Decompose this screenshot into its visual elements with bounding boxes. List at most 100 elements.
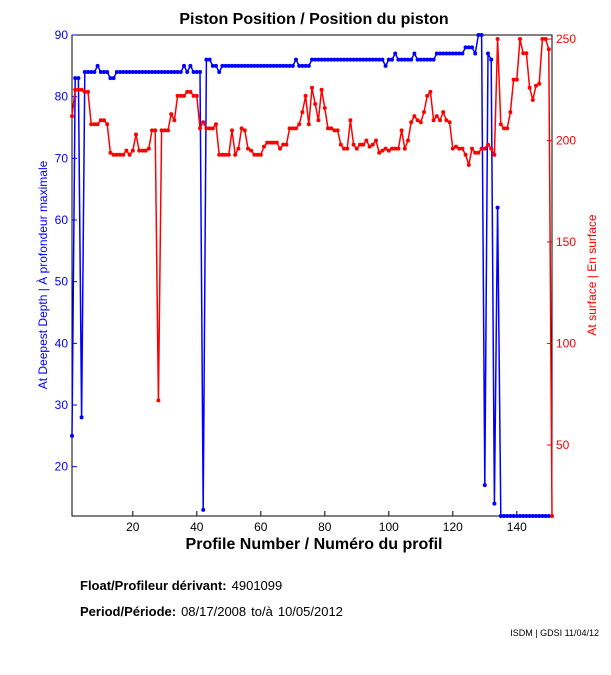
deepest-depth-point (342, 57, 346, 62)
surface-point (274, 140, 279, 145)
deepest-depth-point (418, 57, 423, 62)
surface-point (438, 118, 442, 123)
surface-point (290, 126, 295, 131)
deepest-depth-point (89, 70, 94, 74)
surface-point (156, 398, 161, 403)
period-label: Period/Période: (80, 604, 177, 619)
x-tick-label: 100 (379, 520, 399, 534)
deepest-depth-point (162, 70, 167, 74)
deepest-depth-point (514, 514, 519, 518)
deepest-depth-point (508, 514, 513, 518)
deepest-depth-point (361, 57, 366, 62)
surface-point (524, 51, 529, 56)
deepest-depth-point (82, 70, 87, 74)
surface-point (518, 37, 522, 42)
deepest-depth-point (479, 33, 484, 37)
plot-frame (71, 34, 553, 517)
surface-point (239, 126, 244, 131)
deepest-depth-point (284, 63, 289, 68)
deepest-depth-point (262, 63, 266, 68)
surface-point (502, 126, 506, 131)
surface-point (319, 87, 324, 92)
deepest-depth-point (466, 45, 471, 50)
x-tick-label: 140 (507, 520, 527, 534)
deepest-depth-point (486, 51, 490, 56)
surface-point (236, 146, 241, 151)
deepest-depth-point (460, 51, 465, 56)
deepest-depth-point (402, 57, 407, 62)
deepest-depth-point (258, 63, 263, 68)
deepest-depth-point (351, 57, 356, 62)
surface-point (377, 150, 382, 155)
float-label: Float/Profileur dérivant: (80, 578, 227, 593)
deepest-depth-point (380, 57, 385, 62)
surface-point (399, 128, 404, 133)
surface-point (130, 148, 135, 153)
deepest-depth-point (530, 514, 535, 518)
surface-point (498, 122, 503, 127)
surface-point (284, 142, 289, 147)
deepest-depth-point (210, 63, 215, 68)
surface-point (178, 93, 183, 98)
surface-point (332, 128, 337, 133)
surface-point (527, 85, 532, 90)
surface-point (543, 37, 548, 42)
deepest-depth-point (470, 45, 474, 50)
surface-point (540, 37, 545, 42)
deepest-depth-point (505, 514, 510, 518)
deepest-depth-point (306, 63, 311, 68)
deepest-depth-point (242, 63, 247, 68)
surface-point (511, 77, 516, 82)
surface-point (447, 120, 452, 125)
surface-point (489, 146, 494, 151)
deepest-depth-point (204, 57, 209, 62)
deepest-depth-point (345, 57, 350, 62)
deepest-depth-point (546, 514, 551, 518)
surface-point (281, 142, 286, 147)
surface-point (345, 146, 350, 151)
surface-point (322, 106, 327, 111)
surface-point (514, 77, 519, 82)
surface-point (476, 150, 481, 155)
deepest-depth-point (415, 57, 420, 62)
surface-point (454, 144, 458, 149)
deepest-depth-point (105, 70, 110, 74)
surface-point (252, 152, 257, 157)
deepest-depth-point (326, 57, 330, 62)
surface-point (108, 150, 113, 155)
right-y-axis: 50 100 150 200 250 (547, 32, 576, 452)
surface-point (470, 146, 474, 151)
deepest-depth-point (495, 205, 500, 210)
period-separator: to/à (251, 604, 273, 619)
surface-point (364, 138, 369, 143)
deepest-depth-point (98, 70, 103, 74)
deepest-depth-point (364, 57, 369, 62)
surface-point (249, 148, 254, 153)
surface-point (415, 118, 420, 123)
surface-point (380, 148, 385, 153)
surface-point (114, 152, 119, 157)
surface-point (457, 146, 462, 151)
period-info: Period/Période: 08/17/2008 to/à 10/05/2012 (80, 604, 343, 619)
surface-point (329, 126, 334, 131)
deepest-depth-point (201, 507, 206, 512)
surface-point (268, 140, 273, 145)
surface-point (396, 146, 401, 151)
deepest-depth-point (156, 70, 161, 74)
right-tick-label: 150 (556, 235, 576, 249)
deepest-depth-point (310, 57, 314, 62)
surface-point (444, 118, 449, 123)
x-tick-label: 40 (190, 520, 204, 534)
surface-point (316, 118, 321, 123)
right-axis-label: At surface | En surface (585, 214, 599, 335)
deepest-depth-point (367, 57, 372, 62)
x-tick-label: 20 (126, 520, 140, 534)
surface-point (418, 120, 423, 125)
surface-point (326, 126, 330, 131)
deepest-depth-point (374, 57, 378, 62)
surface-point (428, 89, 433, 94)
surface-point (367, 144, 372, 149)
surface-point (537, 81, 542, 86)
deepest-depth-point (537, 514, 542, 518)
surface-point (223, 152, 228, 157)
